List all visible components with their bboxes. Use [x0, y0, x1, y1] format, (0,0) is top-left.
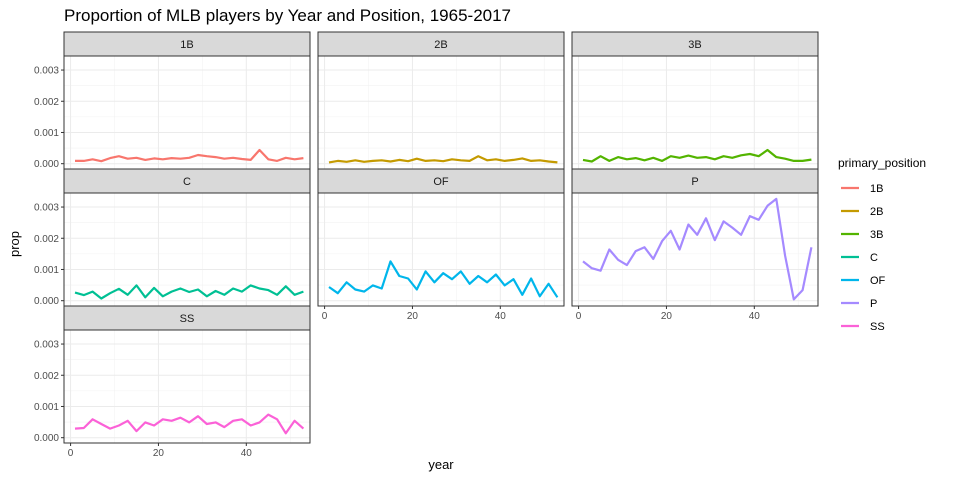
x-tick-label: 20	[407, 311, 419, 322]
x-tick-label: 20	[661, 311, 673, 322]
series-line-ss	[74, 413, 305, 435]
facet-strip	[317, 31, 565, 57]
legend-item-2b: 2B	[841, 206, 883, 218]
facet-strip	[63, 31, 311, 57]
x-tick-label: 40	[495, 311, 507, 322]
legend-item-ss: SS	[841, 321, 885, 333]
legend-item-of: OF	[841, 275, 886, 287]
facet-strip-label: P	[691, 176, 698, 188]
facet-panel-of: OF 0 20 40	[317, 168, 565, 322]
y-tick-label: 0.002	[34, 97, 59, 108]
y-tick-label: 0.002	[34, 371, 59, 382]
facet-strip-label: SS	[180, 313, 195, 325]
panel-border	[571, 192, 819, 307]
panel-border	[63, 329, 311, 444]
legend-item-1b: 1B	[841, 183, 883, 195]
legend-label-c: C	[870, 252, 878, 264]
facet-panel-3b: 3B	[571, 31, 819, 170]
panel-border	[317, 192, 565, 307]
facet-panel-c: C 0.000 0.001 0.002 0.003	[34, 168, 311, 307]
legend-item-p: P	[841, 298, 877, 310]
x-tick-label: 40	[241, 448, 253, 459]
series-line-c	[74, 284, 304, 300]
facet-strip	[63, 168, 311, 194]
facet-strip	[571, 168, 819, 194]
y-tick-label: 0.003	[34, 203, 59, 214]
legend-item-3b: 3B	[841, 229, 883, 241]
y-axis-title: prop	[7, 231, 22, 257]
plot-background	[318, 193, 564, 306]
y-tick-label: 0.001	[34, 402, 59, 413]
series-line-3b	[582, 148, 812, 163]
chart-title: Proportion of MLB players by Year and Po…	[64, 6, 511, 25]
facet-strip	[571, 31, 819, 57]
facet-strip-label: 3B	[688, 39, 701, 51]
facet-strip-label: C	[183, 176, 191, 188]
legend-label-2b: 2B	[870, 206, 883, 218]
y-tick-label: 0.001	[34, 128, 59, 139]
y-tick-label: 0.000	[34, 296, 59, 307]
legend-item-c: C	[841, 252, 878, 264]
facet-panel-ss: SS 0.000 0.001 0.002 0.003 0 20 40	[34, 305, 311, 459]
y-tick-label: 0.000	[34, 159, 59, 170]
legend-label-3b: 3B	[870, 229, 883, 241]
facet-panel-p: P 0 20 40	[571, 168, 819, 322]
x-tick-label: 0	[322, 311, 328, 322]
plot-background	[572, 193, 818, 306]
series-line-p	[582, 197, 813, 301]
legend-label-ss: SS	[870, 321, 885, 333]
facet-panels: 1B 0.000 0.001 0.002 0.003 2B 3B C 0.000 0.001 0.0…	[34, 31, 819, 459]
y-tick-label: 0.000	[34, 433, 59, 444]
legend: primary_position 1B 2B 3B C OF P SS	[838, 156, 926, 333]
facet-panel-2b: 2B	[317, 31, 565, 170]
facet-strip	[317, 168, 565, 194]
plot-background	[572, 56, 818, 169]
series-line-2b	[328, 155, 558, 164]
legend-label-1b: 1B	[870, 183, 883, 195]
facet-strip-label: 1B	[180, 39, 193, 51]
y-tick-label: 0.003	[34, 340, 59, 351]
facet-strip-label: OF	[433, 176, 449, 188]
series-line-of	[328, 260, 559, 298]
y-tick-label: 0.003	[34, 66, 59, 77]
x-tick-label: 0	[576, 311, 582, 322]
x-axis-title: year	[428, 457, 454, 472]
y-tick-label: 0.001	[34, 265, 59, 276]
plot-background	[318, 56, 564, 169]
plot-background	[64, 193, 310, 306]
plot-background	[64, 330, 310, 443]
legend-label-p: P	[870, 298, 877, 310]
x-tick-label: 40	[749, 311, 761, 322]
series-line-1b	[75, 148, 304, 163]
x-tick-label: 20	[153, 448, 165, 459]
legend-label-of: OF	[870, 275, 886, 287]
facet-panel-1b: 1B 0.000 0.001 0.002 0.003	[34, 31, 311, 170]
x-tick-label: 0	[68, 448, 74, 459]
plot-background	[64, 56, 310, 169]
y-tick-label: 0.002	[34, 234, 59, 245]
legend-title: primary_position	[838, 156, 926, 170]
facet-strip-label: 2B	[434, 39, 447, 51]
